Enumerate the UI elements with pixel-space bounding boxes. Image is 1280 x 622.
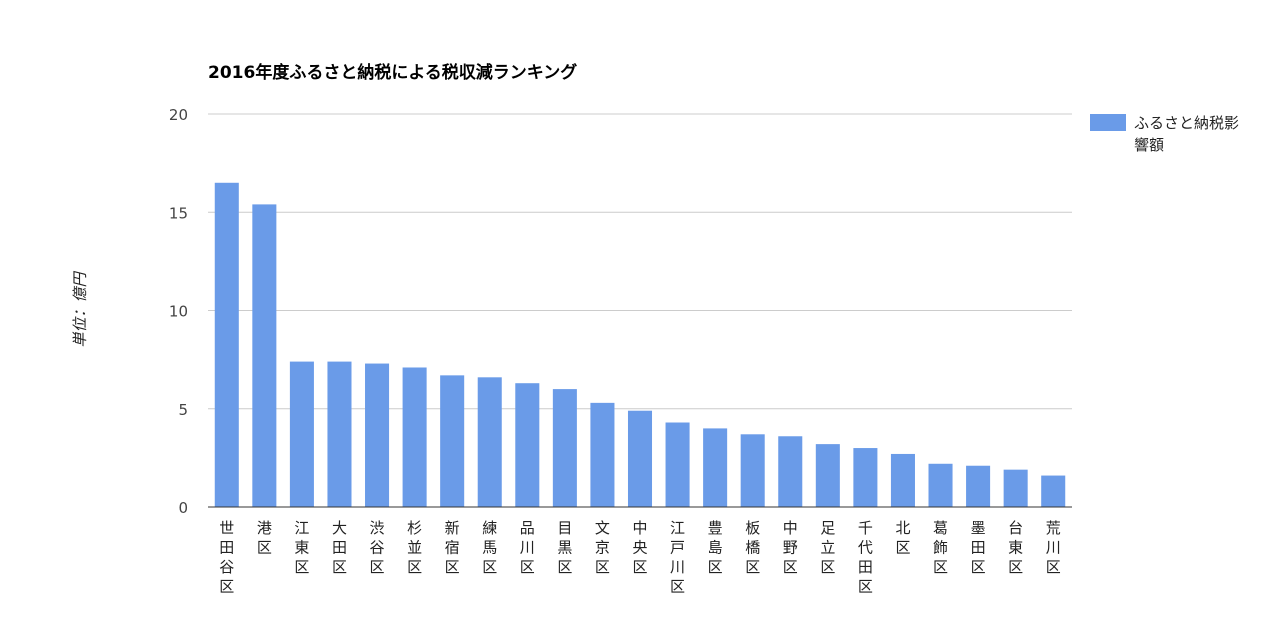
- x-tick-label: 港区: [257, 519, 272, 557]
- x-tick-label: 文京区: [595, 519, 610, 576]
- bar: [1003, 469, 1028, 507]
- y-tick-label: 20: [169, 106, 188, 124]
- y-axis-ticks: 0 5 10 15 20: [169, 106, 188, 517]
- x-tick-label: 中央区: [632, 519, 647, 576]
- bar: [966, 465, 991, 507]
- x-tick-label: 千代田区: [858, 519, 873, 596]
- bar: [590, 402, 615, 507]
- x-tick-label: 北区: [895, 519, 910, 557]
- bar: [627, 410, 653, 507]
- legend: ふるさと納税影響額: [1090, 114, 1239, 154]
- x-tick-label: 台東区: [1008, 519, 1023, 576]
- y-tick-label: 5: [178, 401, 188, 419]
- x-tick-label: 大田区: [332, 519, 347, 576]
- bar: [890, 453, 915, 507]
- bar: [515, 383, 540, 507]
- bar: [703, 428, 728, 507]
- x-tick-label: 江東区: [294, 519, 309, 576]
- x-tick-label: 板橋区: [745, 519, 760, 576]
- bar: [552, 389, 577, 507]
- y-tick-label: 10: [169, 303, 188, 321]
- bar: [402, 367, 427, 507]
- x-tick-label: 世田谷区: [219, 519, 234, 596]
- bar: [289, 361, 314, 507]
- bar: [815, 444, 840, 507]
- x-tick-label: 江戸川区: [670, 519, 685, 596]
- bar: [477, 377, 502, 507]
- x-tick-label: 渋谷区: [370, 519, 385, 576]
- bars: [214, 182, 1066, 507]
- x-tick-label: 目黒区: [557, 519, 572, 576]
- bar: [440, 375, 465, 507]
- x-tick-label: 葛飾区: [933, 519, 948, 576]
- y-tick-label: 0: [178, 499, 188, 517]
- x-tick-label: 荒川区: [1046, 519, 1061, 576]
- legend-swatch: [1090, 114, 1126, 131]
- x-tick-label: 墨田区: [971, 519, 986, 576]
- y-tick-label: 15: [169, 204, 188, 222]
- legend-label: ふるさと納税影響額: [1134, 114, 1239, 154]
- bar: [252, 204, 277, 507]
- bar: [214, 182, 239, 507]
- x-tick-label: 新宿区: [445, 519, 460, 576]
- x-tick-label: 中野区: [783, 519, 798, 576]
- bar: [928, 463, 953, 507]
- x-tick-label: 練馬区: [482, 519, 497, 576]
- x-tick-label: 品川区: [520, 519, 535, 576]
- bar: [853, 448, 878, 507]
- x-tick-label: 杉並区: [407, 519, 422, 576]
- bar: [1041, 475, 1066, 507]
- bar: [665, 422, 690, 507]
- gridlines: [208, 113, 1072, 410]
- bar: [778, 436, 803, 507]
- bar: [740, 434, 765, 507]
- x-tick-label: 足立区: [820, 519, 835, 576]
- bar: [327, 361, 352, 507]
- y-axis-label: 単位：億円: [71, 271, 89, 348]
- chart-title: 2016年度ふるさと納税による税収減ランキング: [208, 62, 577, 83]
- bar: [365, 363, 390, 507]
- x-axis-ticks: 世田谷区 港区 江東区 大田区 渋谷区 杉並区 新宿区 練馬区 品川区 目黒区 文京区 中央区 江戸川区…: [219, 519, 1060, 596]
- x-tick-label: 豊島区: [708, 519, 723, 576]
